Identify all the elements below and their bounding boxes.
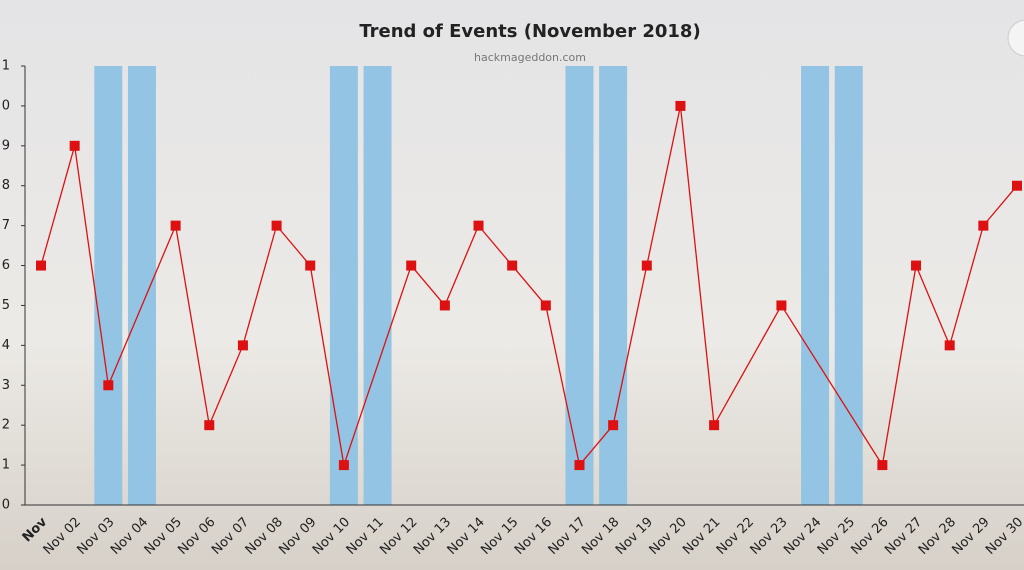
point-marker [439,300,450,311]
bar [599,66,628,505]
line-segment [646,105,682,266]
y-tick-label: 5 [2,298,10,313]
point-marker [69,140,80,151]
y-tick-label: 0 [2,98,10,113]
y-tick-label: 6 [2,258,10,273]
y-tick-label: 7 [2,218,10,233]
point-marker [1012,180,1022,191]
line-segment [881,265,917,466]
point-marker [675,100,686,111]
line-segment [444,225,480,306]
bar [565,66,594,505]
y-tick-label: 8 [2,178,10,193]
line-segment [915,265,951,346]
line-segment [276,225,311,266]
y-tick-label: 2 [2,418,10,433]
point-marker [338,460,349,471]
line-segment [612,265,648,426]
point-marker [406,260,417,271]
point-marker [776,300,787,311]
line-segment [713,305,782,426]
line-segment [343,265,412,466]
bar [801,66,830,505]
point-marker [978,220,989,231]
point-marker [36,260,46,271]
line-segment [478,225,513,266]
line-segment [780,305,883,466]
point-marker [709,420,720,431]
point-marker [103,380,114,391]
point-marker [877,460,888,471]
line-segment [208,345,244,426]
line-segment [309,265,345,466]
bar [363,66,392,505]
bar [329,66,358,505]
chart-title: Trend of Events (November 2018) [359,21,700,42]
point-marker [271,220,282,231]
point-marker [507,260,518,271]
line-segment [679,105,715,426]
nav-button[interactable] [1007,19,1024,57]
y-tick-label: 1 [2,59,10,74]
bar [834,66,863,505]
line-segment [74,145,109,386]
point-marker [540,300,551,311]
line-segment [545,305,581,466]
line-segment [107,225,177,386]
bar [127,66,156,505]
line-segment [949,225,984,346]
y-tick-label: 9 [2,138,10,153]
y-tick-label: 3 [2,378,10,393]
point-marker [305,260,316,271]
point-marker [574,460,585,471]
line-segment [242,225,278,346]
line-segment [174,225,210,426]
point-marker [944,340,955,351]
bar [94,66,123,505]
point-marker [911,260,922,271]
point-marker [473,220,484,231]
y-tick-label: 0 [2,498,10,513]
point-marker [204,420,215,431]
chart-subtitle: hackmageddon.com [474,51,586,64]
point-marker [237,340,248,351]
y-tick-label: 1 [2,458,10,473]
point-marker [170,220,181,231]
point-marker [608,420,619,431]
line-segment [578,424,614,466]
point-marker [641,260,652,271]
line-segment [511,265,547,306]
line-segment [410,265,446,306]
line-segment [40,145,76,266]
y-tick-label: 4 [2,338,10,353]
line-segment [982,185,1018,227]
